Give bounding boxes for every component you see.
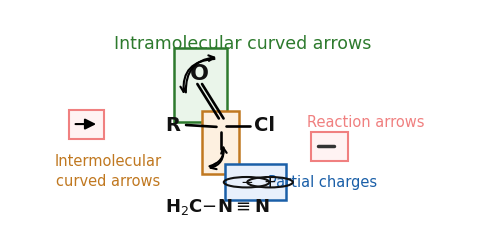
FancyBboxPatch shape [225, 164, 286, 200]
Text: Intermolecular
curved arrows: Intermolecular curved arrows [54, 154, 161, 189]
FancyBboxPatch shape [202, 111, 239, 174]
Text: Intramolecular curved arrows: Intramolecular curved arrows [114, 35, 371, 53]
Text: +: + [264, 175, 276, 190]
Text: Partial charges: Partial charges [268, 175, 377, 190]
Text: R: R [166, 115, 180, 135]
FancyBboxPatch shape [69, 110, 104, 139]
FancyBboxPatch shape [174, 48, 227, 122]
Text: O: O [190, 64, 209, 84]
Text: Reaction arrows: Reaction arrows [307, 115, 424, 130]
Text: H$_2$C$-$N$\equiv$N: H$_2$C$-$N$\equiv$N [165, 197, 270, 217]
Text: Cl: Cl [254, 116, 275, 136]
Text: −: − [240, 175, 253, 190]
FancyBboxPatch shape [311, 132, 348, 161]
